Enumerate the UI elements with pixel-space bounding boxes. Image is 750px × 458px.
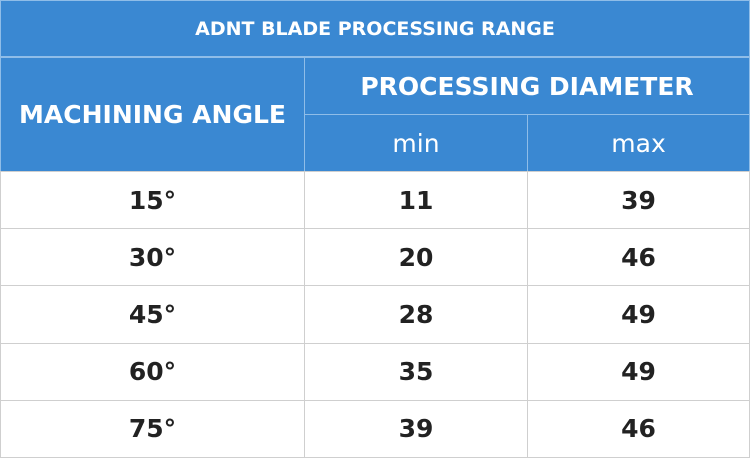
min-cell: 35 bbox=[304, 342, 528, 401]
max-cell: 46 bbox=[527, 228, 750, 287]
min-cell: 20 bbox=[304, 228, 528, 287]
header-max: max bbox=[527, 114, 750, 172]
header-diameter: PROCESSING DIAMETER bbox=[304, 57, 750, 115]
table-title: ADNT BLADE PROCESSING RANGE bbox=[0, 0, 750, 57]
angle-cell: 15° bbox=[0, 171, 305, 230]
min-cell: 39 bbox=[304, 399, 528, 458]
max-cell: 49 bbox=[527, 285, 750, 344]
angle-cell: 30° bbox=[0, 228, 305, 287]
header-angle: MACHINING ANGLE bbox=[0, 57, 305, 172]
angle-cell: 60° bbox=[0, 342, 305, 401]
max-cell: 39 bbox=[527, 171, 750, 230]
min-cell: 11 bbox=[304, 171, 528, 230]
max-cell: 46 bbox=[527, 399, 750, 458]
min-cell: 28 bbox=[304, 285, 528, 344]
angle-cell: 45° bbox=[0, 285, 305, 344]
max-cell: 49 bbox=[527, 342, 750, 401]
angle-cell: 75° bbox=[0, 399, 305, 458]
header-min: min bbox=[304, 114, 528, 172]
